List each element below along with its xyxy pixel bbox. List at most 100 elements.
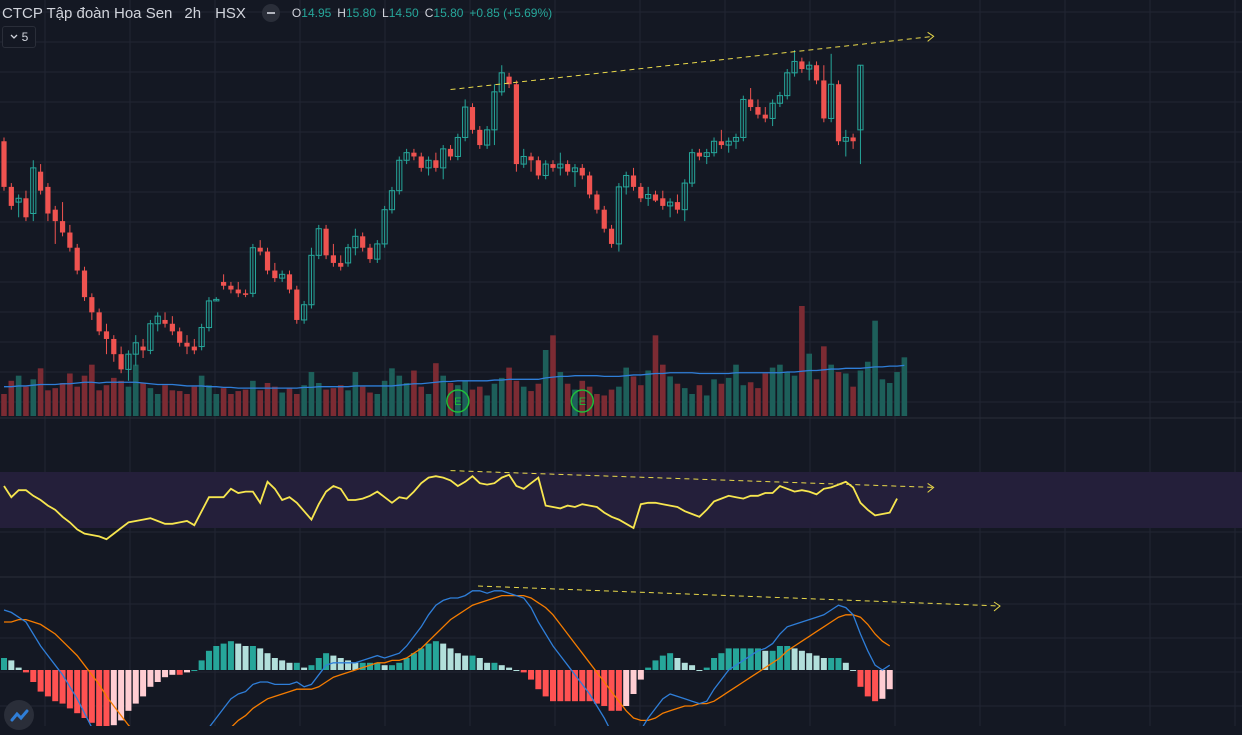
volume-bar [462, 380, 468, 416]
macd-histogram-bar [220, 643, 227, 670]
macd-histogram-bar [308, 665, 315, 670]
candle-body [579, 167, 585, 176]
volume-bar [1, 394, 7, 416]
low-value: 14.50 [388, 6, 419, 20]
volume-bar [740, 385, 747, 416]
macd-histogram-bar [410, 653, 417, 670]
candle-body [821, 80, 827, 119]
candle-body [81, 270, 88, 298]
volume-bar [242, 389, 249, 416]
macd-histogram-bar [696, 670, 703, 671]
candle-body [96, 312, 102, 332]
candle-body [535, 160, 541, 176]
macd-histogram-bar [249, 646, 256, 670]
macd-histogram-bar [754, 648, 761, 670]
candle-body [235, 289, 241, 294]
volume-bar [315, 383, 322, 416]
macd-histogram-bar [586, 670, 593, 702]
trendline-arrow-icon [993, 601, 1001, 612]
volume-bar [89, 364, 95, 416]
macd-histogram-bar [74, 670, 81, 714]
volume-bar [447, 383, 454, 416]
macd-histogram-bar [623, 670, 630, 706]
macd-histogram-bar [162, 670, 169, 678]
volume-bar [111, 377, 117, 416]
macd-histogram-bar [674, 658, 681, 670]
tradingview-cloud-icon[interactable] [4, 700, 34, 730]
macd-histogram-bar [418, 648, 425, 670]
candle-body [645, 193, 652, 199]
volume-bar [550, 335, 556, 416]
volume-bar [872, 320, 878, 416]
candle-body [784, 72, 791, 97]
volume-bar [674, 383, 681, 416]
volume-bar [147, 388, 154, 416]
candle-body [425, 159, 432, 169]
macd-histogram-bar [886, 670, 893, 690]
macd-histogram-bar [227, 641, 234, 670]
candle-body [469, 107, 476, 130]
interval-label[interactable]: 2h [184, 4, 202, 22]
volume-bar [345, 390, 351, 416]
volume-bar [579, 380, 586, 416]
candle-body [23, 198, 29, 218]
candle-body [710, 140, 718, 154]
candle-body [30, 167, 37, 215]
candle-body [638, 186, 644, 199]
candle-body [484, 129, 491, 146]
volume-bar [608, 389, 615, 416]
candle-body [587, 175, 593, 195]
candle-body [688, 152, 696, 184]
volume-bar [828, 364, 834, 416]
candle-body [45, 186, 51, 214]
volume-bar [235, 391, 242, 416]
macd-histogram-bar [454, 653, 461, 670]
macd-histogram-bar [169, 670, 176, 675]
hide-symbol-icon[interactable] [261, 4, 280, 22]
macd-histogram-bar [725, 648, 732, 670]
candle-body [440, 148, 447, 169]
volume-bar [733, 364, 739, 416]
volume-bar [396, 375, 403, 416]
volume-bar [425, 394, 432, 416]
candle-body [272, 270, 278, 279]
macd-histogram-bar [835, 658, 842, 670]
volume-bar [564, 383, 571, 416]
candle-body [762, 114, 768, 119]
macd-histogram-bar [733, 648, 739, 670]
candle-body [89, 297, 95, 313]
indicators-toggle-button[interactable]: 5 [2, 26, 36, 48]
candle-body [623, 174, 630, 188]
macd-histogram-bar [484, 662, 491, 670]
volume-bar [279, 392, 285, 416]
macd-histogram-bar [242, 646, 249, 670]
volume-bar [725, 377, 732, 416]
macd-histogram-bar [286, 662, 293, 670]
volume-bar [403, 383, 410, 416]
volume-bar [879, 379, 886, 416]
macd-histogram-bar [469, 655, 476, 670]
volume-bar [638, 385, 644, 416]
candle-body [279, 273, 286, 279]
candle-body [411, 152, 417, 157]
volume-bar [213, 394, 220, 416]
volume-bar [791, 375, 798, 416]
open-value: 14.95 [301, 6, 332, 20]
macd-histogram-bar [337, 658, 344, 670]
macd-histogram-bar [118, 670, 125, 721]
volume-bar [125, 386, 132, 416]
earnings-event-label: E [579, 396, 586, 408]
macd-histogram-bar [30, 670, 37, 682]
candle-body [769, 102, 776, 119]
close-label: C [424, 6, 434, 20]
macd-histogram-bar [718, 653, 725, 670]
volume-bar [799, 306, 805, 416]
symbol-name[interactable]: CTCP Tập đoàn Hoa Sen [2, 4, 173, 22]
volume-bar [660, 364, 666, 416]
volume-bar [689, 394, 695, 416]
macd-histogram-bar [213, 646, 220, 670]
volume-bar [857, 370, 864, 416]
